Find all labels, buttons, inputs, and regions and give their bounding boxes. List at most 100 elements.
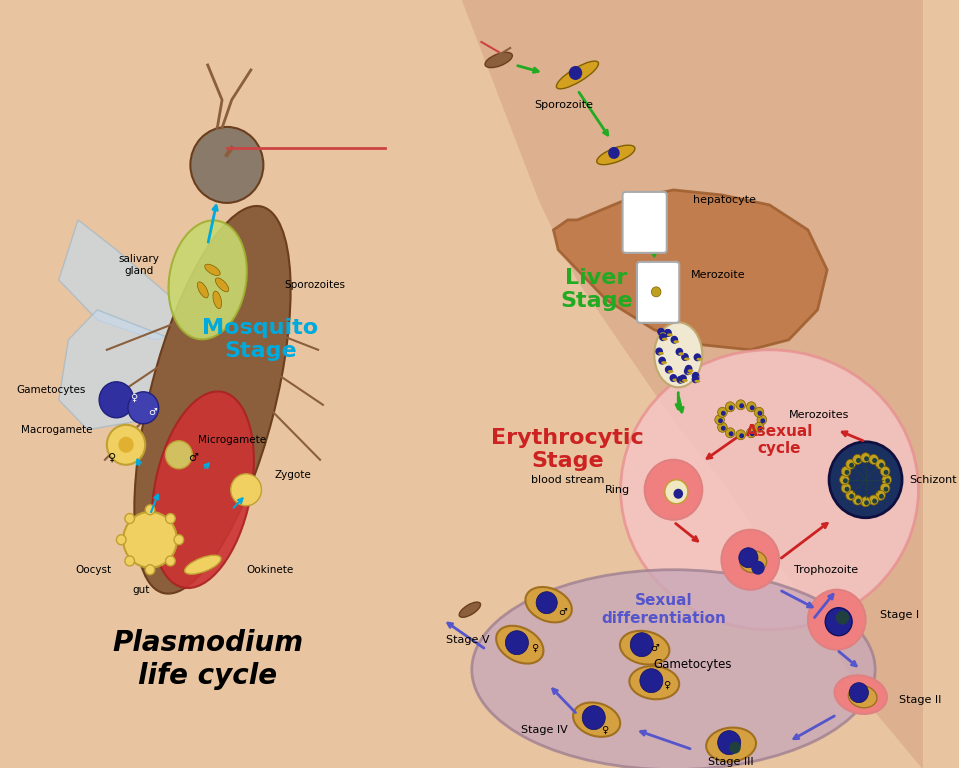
Text: hepatocyte: hepatocyte	[692, 195, 756, 205]
Circle shape	[717, 407, 727, 417]
Ellipse shape	[573, 703, 620, 737]
Text: Mosquito
Stage: Mosquito Stage	[202, 318, 318, 362]
Ellipse shape	[679, 380, 685, 383]
Circle shape	[864, 456, 869, 462]
Circle shape	[760, 419, 765, 423]
Ellipse shape	[706, 727, 756, 762]
Text: ♀: ♀	[130, 392, 137, 402]
Circle shape	[174, 535, 184, 545]
Circle shape	[751, 561, 764, 574]
Circle shape	[746, 428, 756, 438]
Circle shape	[879, 462, 884, 468]
Ellipse shape	[696, 358, 702, 361]
Text: ♀: ♀	[107, 453, 116, 463]
Text: Sporozoites: Sporozoites	[285, 280, 345, 290]
Circle shape	[836, 611, 850, 624]
Circle shape	[721, 411, 726, 415]
Circle shape	[664, 329, 671, 337]
Circle shape	[669, 374, 677, 382]
Ellipse shape	[849, 686, 877, 708]
Circle shape	[630, 633, 653, 657]
Ellipse shape	[667, 370, 673, 373]
FancyBboxPatch shape	[637, 262, 679, 323]
Circle shape	[758, 425, 762, 431]
Ellipse shape	[556, 61, 598, 89]
Circle shape	[736, 400, 745, 410]
Circle shape	[872, 458, 877, 463]
Polygon shape	[58, 310, 203, 430]
Ellipse shape	[198, 282, 208, 298]
Circle shape	[830, 442, 902, 518]
Ellipse shape	[667, 333, 672, 336]
Circle shape	[658, 356, 666, 365]
Text: Asexual
cycle: Asexual cycle	[745, 424, 813, 456]
Text: Ookinete: Ookinete	[246, 564, 293, 574]
Circle shape	[691, 376, 699, 383]
Text: Liver
Stage: Liver Stage	[560, 268, 633, 312]
FancyBboxPatch shape	[622, 192, 667, 253]
Circle shape	[664, 329, 671, 337]
Circle shape	[826, 607, 853, 636]
Circle shape	[849, 462, 854, 468]
Circle shape	[670, 336, 678, 344]
Circle shape	[681, 353, 689, 361]
Ellipse shape	[472, 570, 876, 768]
Circle shape	[882, 475, 892, 485]
Circle shape	[116, 535, 126, 545]
Text: Stage IV: Stage IV	[521, 725, 568, 735]
Circle shape	[676, 376, 684, 384]
Circle shape	[673, 488, 683, 498]
Circle shape	[675, 348, 683, 356]
Circle shape	[128, 392, 158, 424]
Circle shape	[861, 453, 871, 463]
Circle shape	[843, 478, 848, 483]
Ellipse shape	[658, 352, 664, 355]
Circle shape	[750, 432, 755, 436]
Circle shape	[757, 415, 766, 425]
Ellipse shape	[687, 372, 692, 375]
Circle shape	[883, 487, 888, 492]
Circle shape	[505, 631, 528, 654]
Circle shape	[754, 422, 763, 432]
Text: ♀: ♀	[600, 725, 608, 735]
Ellipse shape	[213, 291, 222, 309]
Ellipse shape	[678, 353, 684, 356]
Circle shape	[165, 441, 193, 468]
Circle shape	[659, 333, 667, 341]
Text: ♂: ♂	[559, 607, 568, 617]
Text: ♂: ♂	[188, 453, 199, 463]
Text: Ring: Ring	[605, 485, 630, 495]
Ellipse shape	[684, 358, 690, 360]
Text: ♀: ♀	[530, 643, 538, 653]
Circle shape	[876, 490, 885, 500]
Circle shape	[840, 475, 850, 485]
Text: Zygote: Zygote	[275, 470, 312, 480]
Circle shape	[856, 498, 861, 504]
Circle shape	[725, 428, 735, 438]
Circle shape	[841, 466, 851, 476]
Circle shape	[869, 495, 878, 505]
Circle shape	[725, 402, 735, 412]
Circle shape	[883, 470, 888, 475]
Text: Erythrocytic
Stage: Erythrocytic Stage	[491, 429, 644, 472]
Circle shape	[853, 495, 862, 505]
Circle shape	[846, 459, 855, 469]
Circle shape	[691, 372, 699, 380]
Circle shape	[118, 437, 133, 453]
Circle shape	[869, 455, 878, 465]
Ellipse shape	[694, 380, 700, 382]
Circle shape	[879, 494, 884, 498]
Ellipse shape	[660, 333, 666, 336]
Circle shape	[640, 669, 663, 693]
Text: Macrogamete: Macrogamete	[21, 425, 92, 435]
Circle shape	[880, 483, 890, 493]
Ellipse shape	[673, 340, 679, 343]
Text: Oocyst: Oocyst	[76, 564, 111, 574]
Ellipse shape	[694, 376, 700, 379]
Circle shape	[657, 328, 665, 336]
Circle shape	[807, 590, 866, 650]
Circle shape	[754, 407, 763, 417]
Text: Stage I: Stage I	[880, 610, 919, 620]
Circle shape	[684, 367, 691, 376]
Ellipse shape	[596, 145, 635, 164]
